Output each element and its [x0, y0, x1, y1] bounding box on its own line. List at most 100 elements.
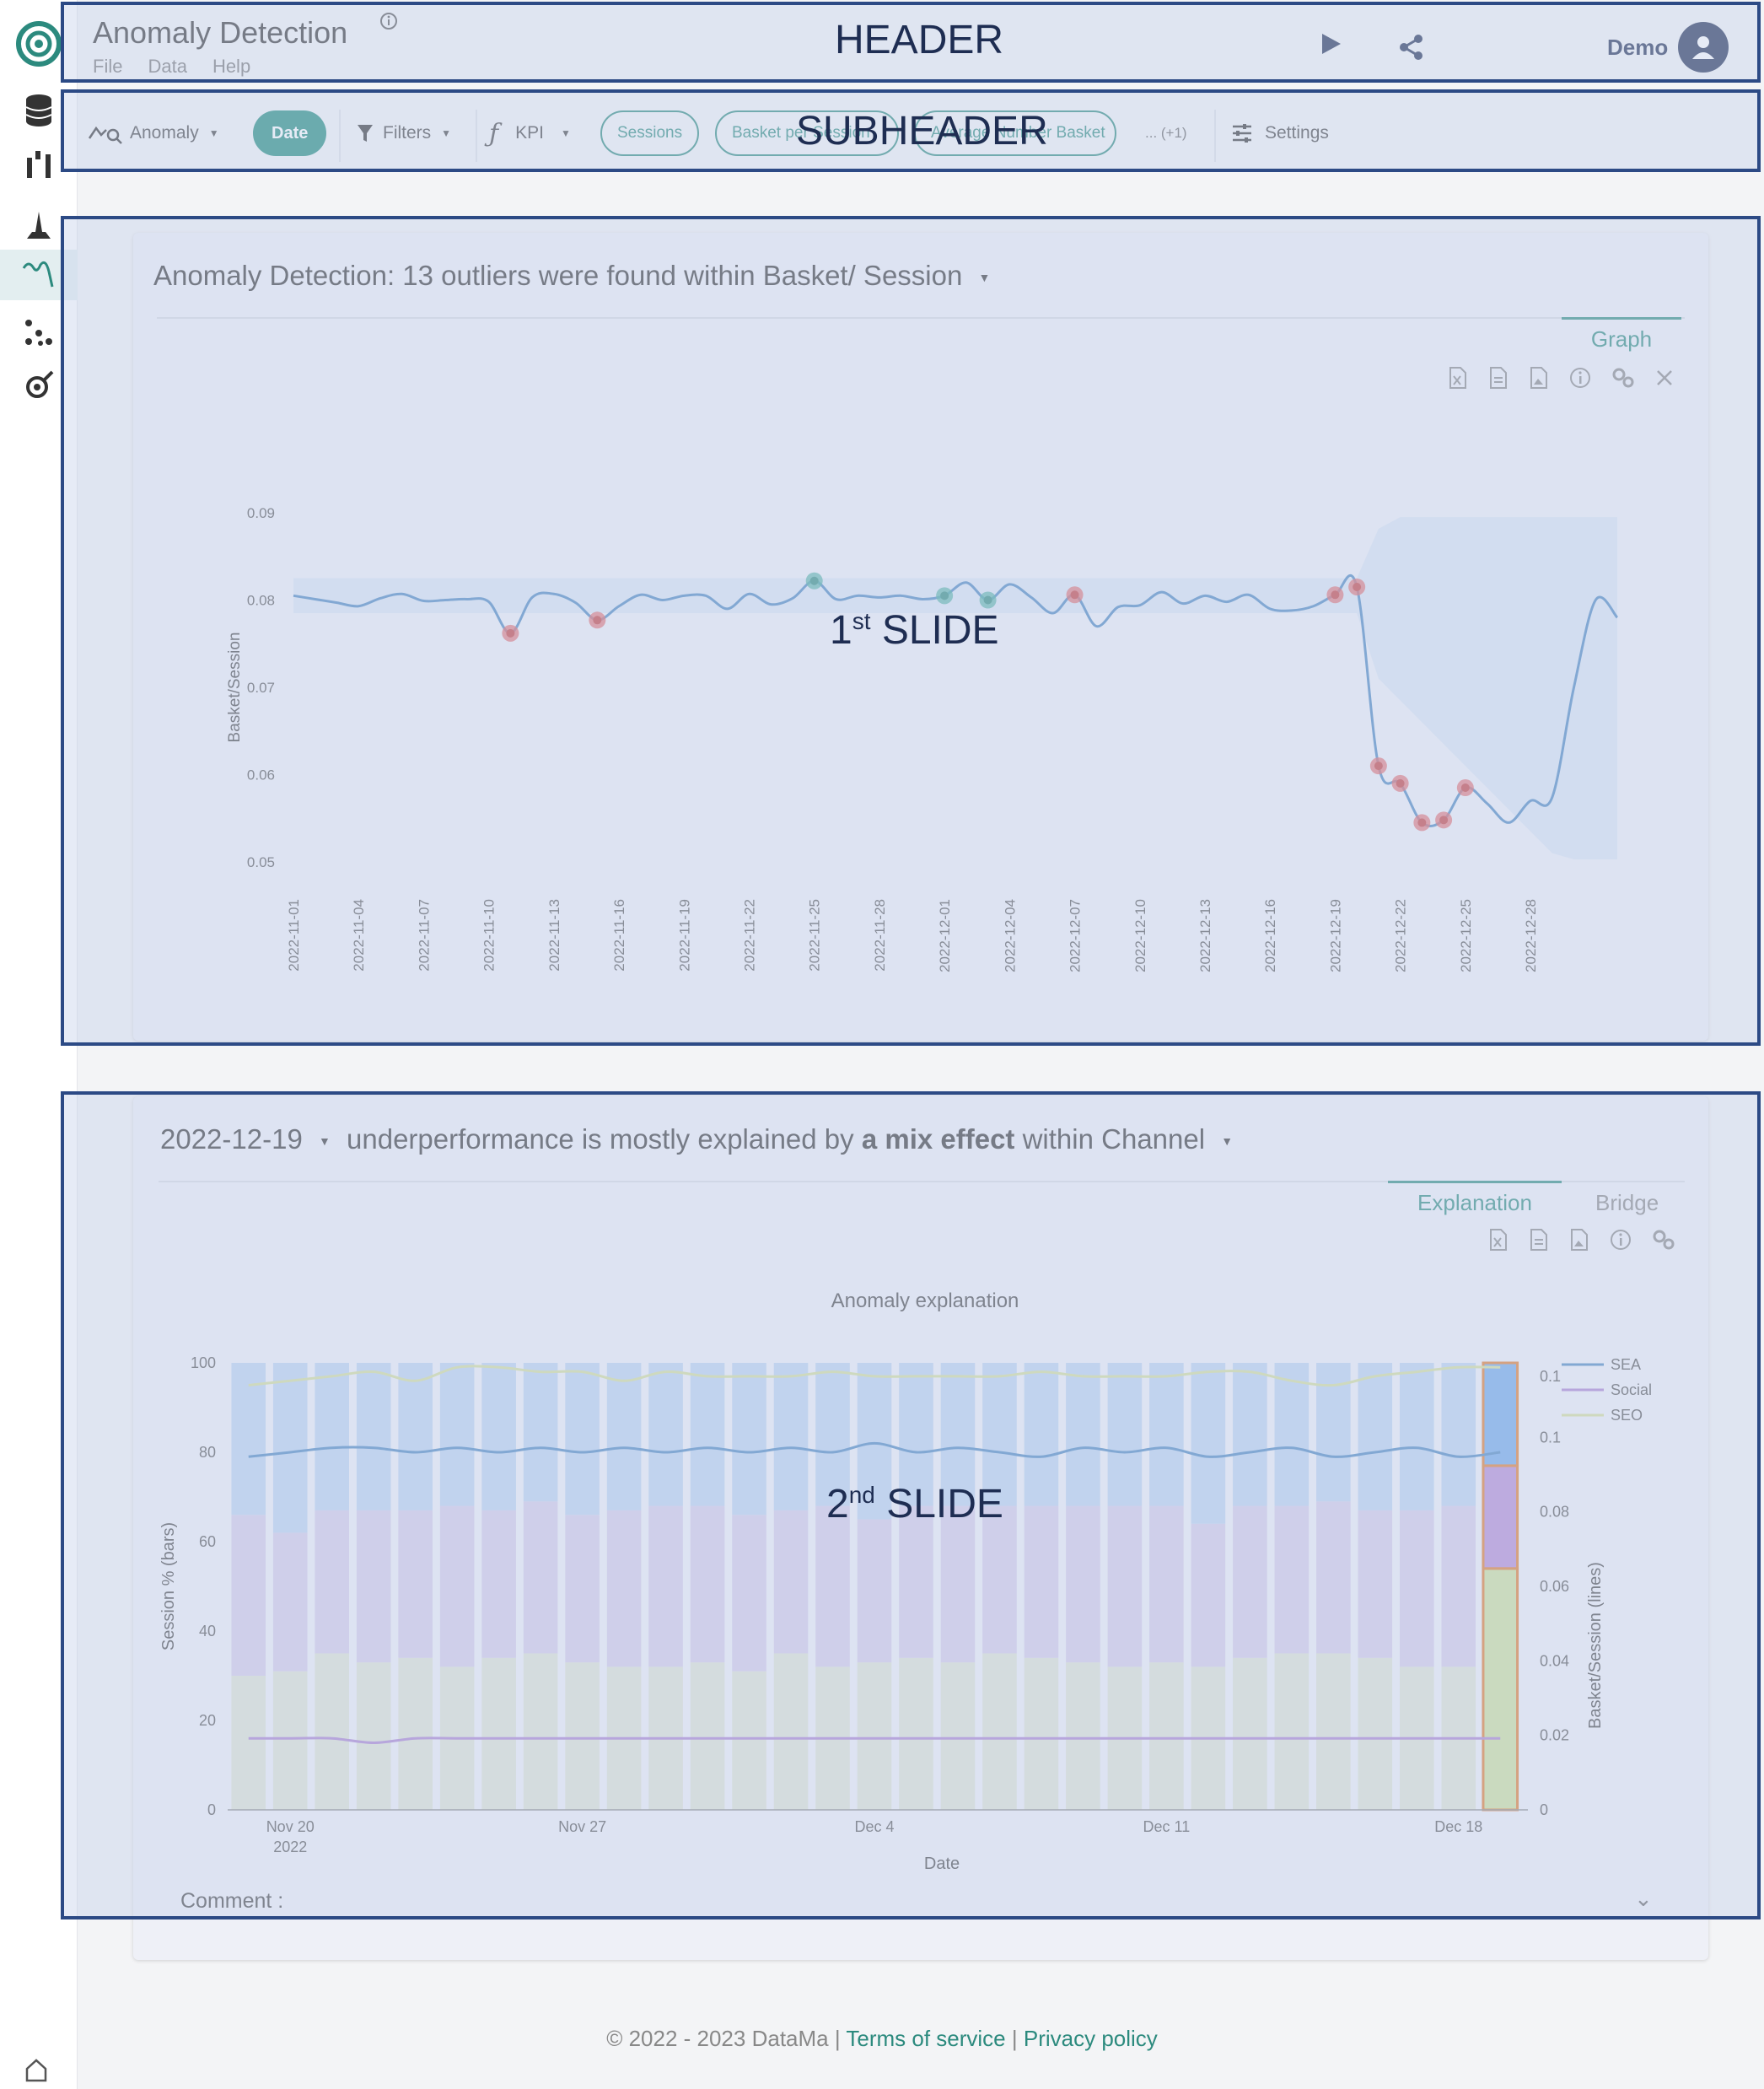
bar-social — [857, 1519, 892, 1663]
tab-explanation[interactable]: Explanation — [1388, 1181, 1562, 1216]
y2-axis-label: Basket/Session (lines) — [1586, 1562, 1605, 1729]
y-tick-label: 0 — [207, 1801, 216, 1818]
x-tick-label: 2022-11-19 — [676, 899, 692, 972]
bar-seo — [857, 1662, 892, 1810]
x-tick-label: Dec 18 — [1434, 1818, 1482, 1835]
card2-title-date[interactable]: 2022-12-19 — [160, 1123, 303, 1155]
outlier-low-core — [1374, 762, 1383, 771]
caret-down-icon[interactable]: ▼ — [318, 1134, 331, 1149]
x-tick-label: 2022-11-25 — [807, 899, 823, 972]
kpi-pill-average-number-basket[interactable]: Average Number Basket — [914, 110, 1116, 156]
bar-sea — [1358, 1363, 1393, 1510]
caret-down-icon[interactable]: ▼ — [1221, 1134, 1234, 1149]
tab-graph[interactable]: Graph — [1562, 317, 1681, 353]
info-icon[interactable] — [1568, 366, 1592, 390]
menu-data[interactable]: Data — [148, 56, 187, 77]
chart-settings-icon[interactable] — [1651, 1228, 1676, 1252]
outlier-high-core — [940, 591, 949, 600]
export-image-icon[interactable] — [1568, 1228, 1590, 1252]
caret-down-icon: ▼ — [441, 127, 452, 139]
y-tick-label: 0.09 — [247, 505, 275, 521]
line-social — [248, 1736, 1501, 1745]
tab-bridge[interactable]: Bridge — [1595, 1190, 1659, 1215]
menu-file[interactable]: File — [93, 56, 123, 77]
kpi-dropdown[interactable]: ƒ KPI ▼ — [489, 111, 571, 155]
menu-help[interactable]: Help — [212, 56, 251, 77]
bar-sea — [315, 1363, 349, 1510]
card1-title[interactable]: Anomaly Detection: 13 outliers were foun… — [153, 260, 990, 292]
bar-sea — [565, 1363, 600, 1516]
card1-divider — [157, 317, 1685, 319]
export-pdf-icon[interactable] — [1528, 1228, 1550, 1252]
toolbar-divider — [339, 110, 341, 162]
play-icon[interactable] — [1319, 32, 1342, 60]
bar-sea — [899, 1363, 933, 1506]
settings-button[interactable]: Settings — [1231, 111, 1329, 155]
card2-toolbar — [1487, 1228, 1676, 1252]
anomaly-dropdown[interactable]: Anomaly ▼ — [88, 111, 219, 155]
database-icon[interactable] — [17, 91, 61, 130]
chevron-down-icon[interactable]: ⌄ — [1634, 1886, 1653, 1911]
y-tick-label: 0.08 — [247, 593, 275, 609]
x-tick-label: 2022-11-04 — [351, 899, 367, 972]
export-excel-icon[interactable] — [1447, 366, 1469, 390]
bar-social — [398, 1510, 433, 1658]
bar-seo — [523, 1653, 558, 1810]
more-kpis[interactable]: ... (+1) — [1145, 125, 1187, 141]
bar-social — [272, 1532, 308, 1672]
chart-settings-icon[interactable] — [1611, 366, 1636, 390]
datama-logo-icon[interactable] — [15, 20, 62, 67]
scatter-icon[interactable] — [17, 314, 61, 353]
slide2-sup: nd — [848, 1482, 875, 1508]
y-axis-label: Session % (bars) — [159, 1522, 178, 1650]
outlier-high-core — [809, 576, 819, 585]
export-excel-icon[interactable] — [1487, 1228, 1509, 1252]
histogram-icon[interactable] — [17, 204, 61, 243]
bar-seo — [982, 1653, 1017, 1810]
info-icon[interactable] — [1609, 1228, 1632, 1252]
close-icon[interactable] — [1654, 366, 1675, 390]
outlier-low-core — [1417, 818, 1427, 827]
share-icon[interactable] — [1398, 34, 1425, 65]
filters-dropdown[interactable]: Filters ▼ — [356, 111, 451, 155]
compare-bars-icon[interactable] — [17, 145, 61, 184]
y2-tick-label: 0.04 — [1540, 1652, 1569, 1669]
target-settings-icon[interactable] — [17, 366, 61, 405]
x-tick-label: Dec 11 — [1143, 1818, 1191, 1835]
slide2-annotation-label: 2nd SLIDE — [826, 1481, 1003, 1527]
anomaly-search-icon — [88, 126, 122, 144]
card2-title-within[interactable]: within Channel — [1022, 1123, 1206, 1155]
bar-seo — [1149, 1662, 1184, 1810]
kpi-pill-basket-per-session[interactable]: Basket per Session — [715, 110, 899, 156]
kpi-pill-sessions[interactable]: Sessions — [600, 110, 700, 156]
bar-seo — [773, 1653, 809, 1810]
bar-social — [648, 1505, 683, 1667]
bar-social — [940, 1505, 976, 1663]
filter-icon — [358, 125, 373, 142]
x-tick-label: 2022-11-16 — [611, 899, 627, 972]
terms-link[interactable]: Terms of service — [846, 2026, 1006, 2051]
y2-tick-label: 0.1 — [1540, 1429, 1561, 1446]
y2-tick-label: 0.1 — [1540, 1368, 1561, 1385]
avatar-icon — [1678, 22, 1729, 73]
bar-seo — [899, 1657, 933, 1810]
footer-separator: | — [1011, 2026, 1018, 2051]
anomaly-icon[interactable] — [0, 250, 78, 300]
export-pdf-icon[interactable] — [1487, 366, 1509, 390]
user-menu[interactable]: Demo — [1607, 22, 1729, 73]
x-tick-label: Nov 27 — [558, 1818, 606, 1835]
chart2-title: Anomaly explanation — [831, 1289, 1019, 1312]
outlier-low-core — [593, 616, 602, 625]
y2-tick-label: 0.06 — [1540, 1578, 1569, 1595]
home-icon[interactable] — [24, 2057, 49, 2082]
bar-seo — [732, 1671, 766, 1810]
date-pill: Date — [253, 110, 327, 156]
date-button[interactable]: Date — [253, 110, 327, 156]
bar-sea — [982, 1363, 1017, 1506]
info-icon[interactable] — [379, 12, 398, 30]
anomaly-explanation-card: 2022-12-19 ▼ underperformance is mostly … — [133, 1096, 1708, 1960]
privacy-link[interactable]: Privacy policy — [1023, 2026, 1158, 2051]
export-image-icon[interactable] — [1528, 366, 1550, 390]
bar-social — [1358, 1510, 1393, 1658]
x-tick-label: 2022-12-07 — [1068, 899, 1084, 972]
